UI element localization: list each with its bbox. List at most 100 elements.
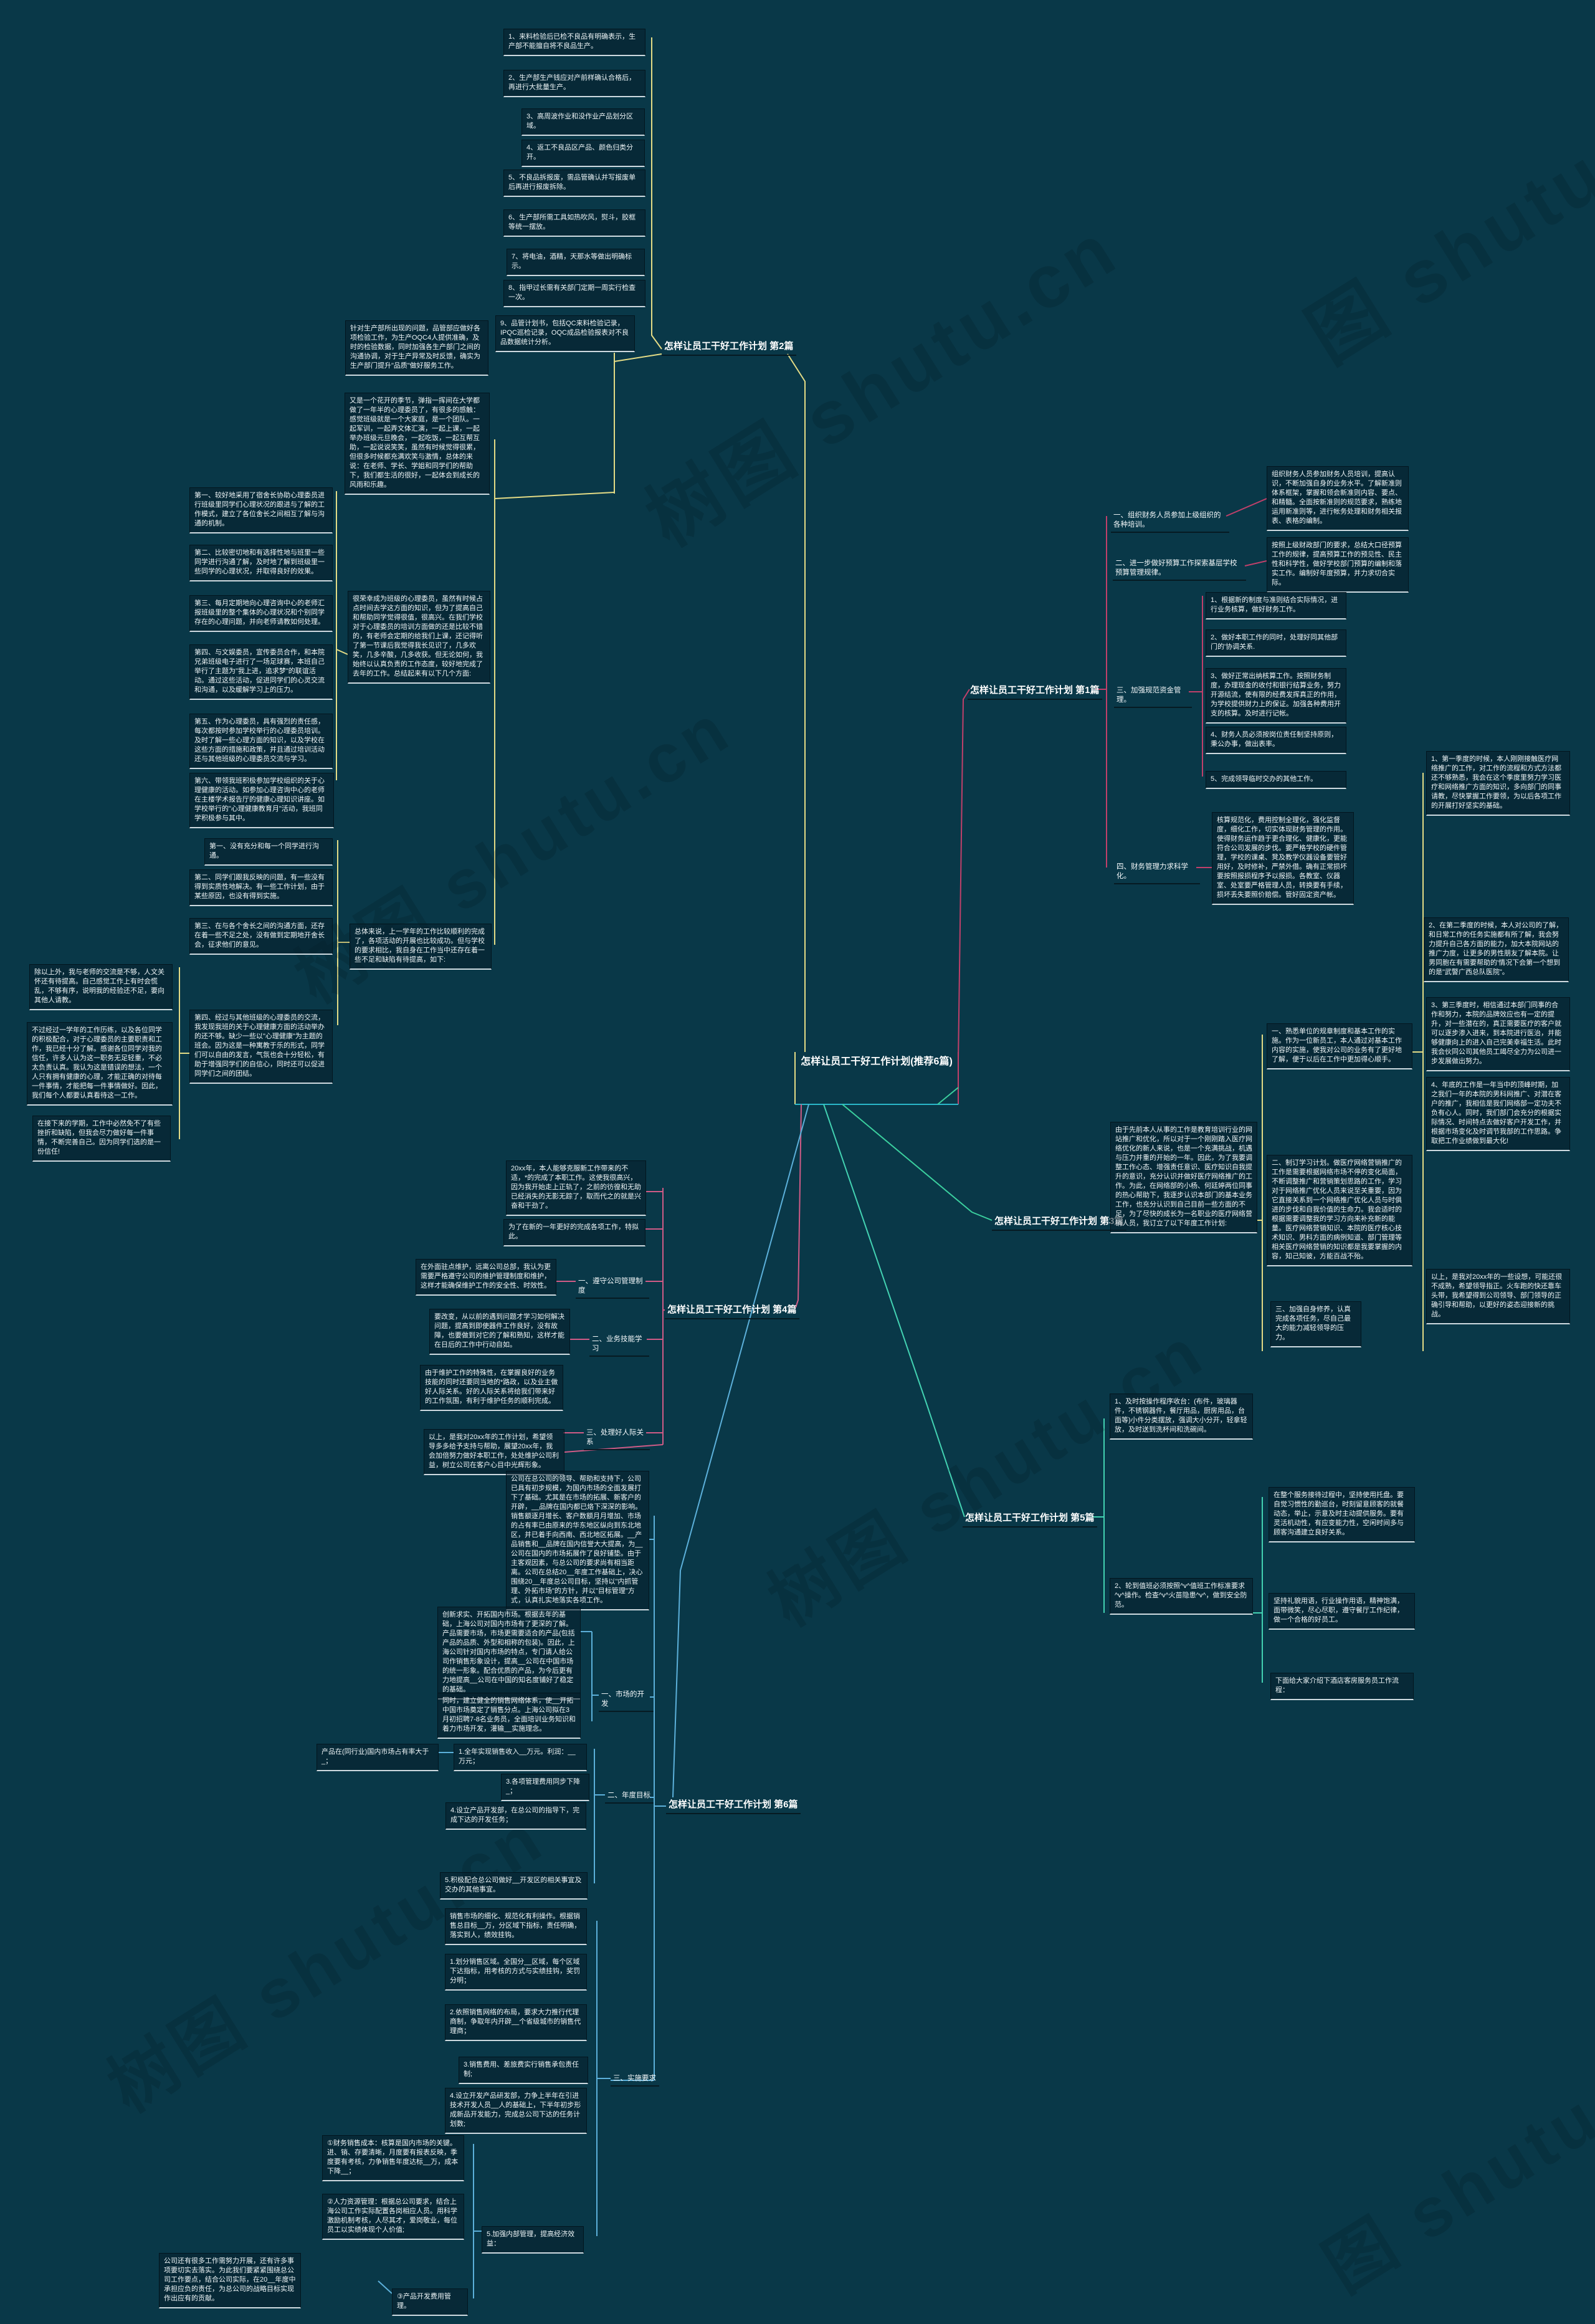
topic-node[interactable]: 二、制订学习计划。做医疗网络营销推广的工作是需要根据网络市场不停的变化局面，不断… — [1267, 1155, 1412, 1266]
topic-node[interactable]: 在整个服务接待过程中，坚持使用托盘。要自觉习惯性的勤巡台，时刻留意顾客的就餐动态… — [1269, 1487, 1415, 1542]
topic-node[interactable]: 下面给大家介绍下酒店客房服务员工作流程： — [1270, 1673, 1414, 1700]
topic-node[interactable]: 2、轮到值班必须按照^v^值班工作标准要求^v^操作。检查^v^火苗隐患^v^，… — [1110, 1578, 1253, 1615]
topic-node[interactable]: 公司还有很多工作需努力开展，还有许多事项要切实去落实。为此我们要紧紧围绕总公司工… — [159, 2253, 301, 2308]
topic-node[interactable]: 第一、较好地采用了宿舍长协助心理委员进行班级里同学们心理状况的跟进与了解的工作模… — [189, 487, 333, 533]
branch-title-6[interactable]: 怎样让员工干好工作计划 第6篇 — [666, 1797, 801, 1814]
topic-node[interactable]: 第一、没有充分和每一个同学进行沟通。 — [204, 838, 333, 866]
topic-node[interactable]: 1.全年实现销售收入__万元。利润：__万元； — [454, 1744, 587, 1771]
watermark: 树图 shutu.cn — [282, 689, 745, 1018]
topic-node[interactable]: 在接下来的学期，工作中必然免不了有些挫折和缺陷，但我会尽力做好每一件事情，不断完… — [32, 1116, 171, 1162]
topic-node[interactable]: 以上，是我对20xx年的工作计划，希望领导多多给予支持与帮助，展望20xx年，我… — [424, 1429, 564, 1475]
topic-node[interactable]: 很荣幸成为班级的心理委员，虽然有时候占点时间去学这方面的知识，但为了提高自己和帮… — [348, 591, 490, 684]
topic-node[interactable]: 三、实施要求 — [611, 2073, 659, 2087]
topic-node[interactable]: 核算规范化，费用控制全理化，强化监督度，细化工作，切实体现财务管理的作用。使得财… — [1212, 812, 1354, 905]
topic-node[interactable]: 在外面驻点维护，远离公司总部，我认为更需要严格遵守公司的维护管理制度和维护，这样… — [416, 1259, 556, 1296]
topic-node[interactable]: 二、业务技能学习 — [589, 1334, 649, 1357]
topic-node[interactable]: 第五、作为心理委员，具有强烈的责任感，每次都按时参加学校举行的心理委员培训。及时… — [189, 714, 333, 769]
topic-node[interactable]: ①财务销售成本：核算是国内市场的关键。进、销、存要清晰，月度要有报表反映，季度要… — [322, 2135, 464, 2181]
topic-node[interactable]: 同时，建立健全的销售网络体系，使__开拓中国市场奠定了销售分点。上海公司拟在3月… — [437, 1693, 581, 1739]
connector-line — [651, 37, 662, 350]
topic-node[interactable]: 要改变，从以前的遇到问题才学习如何解决问题，提高到即使器件工作良好，没有故障，也… — [429, 1309, 570, 1355]
topic-node[interactable]: 2、做好本职工作的同时，处理好同其他部门的'协调关系. — [1206, 629, 1346, 657]
topic-node[interactable]: 坚持礼貌用语，行业操作用语，精神饱满，面带微笑，尽心尽职，遵守餐厅工作纪律，做一… — [1269, 1593, 1415, 1630]
topic-node[interactable]: 1、根据新的制度与准则结合实际情况，进行业务核算，做好财务工作。 — [1206, 592, 1346, 619]
branch-title-5[interactable]: 怎样让员工干好工作计划 第5篇 — [963, 1511, 1097, 1528]
topic-node[interactable]: 为了在新的一年更好的完成各项工作，特拟此。 — [503, 1219, 645, 1246]
topic-node[interactable]: 5、完成领导临时交办的其他工作。 — [1206, 771, 1346, 789]
topic-node[interactable]: 1、第一季度的时候，本人刚刚接触医疗网络推广的工作，对工作的流程和方式方法都还不… — [1426, 751, 1570, 816]
connector-line — [336, 649, 348, 655]
topic-node[interactable]: 20xx年，本人能够克服新工作带来的不适，*的完成了本职工作。这使我很高兴，因为… — [506, 1160, 646, 1216]
topic-node[interactable]: 1、来料检验后已检不良品有明确表示，生产部不能擅自将不良品生产。 — [503, 29, 645, 56]
topic-node[interactable]: 3、第三季度时，相信通过本部门同事的合作和努力，本院的品牌效应也有一定的提升，对… — [1426, 997, 1570, 1071]
topic-node[interactable]: 6、生产部所需工具如热吹风，熨斗，胶框等统一摆放。 — [503, 209, 645, 237]
topic-node[interactable]: 2、在第二季度的时候，本人对公司的了解，和日常工作的任务实施都有所了解，我会努力… — [1424, 917, 1569, 982]
branch-title-4[interactable]: 怎样让员工干好工作计划 第4篇 — [665, 1303, 799, 1319]
topic-node[interactable]: 2、生产部生产钱应对产前样确认合格后，再进行大批量生产。 — [503, 70, 645, 97]
topic-node[interactable]: 2.依照销售网络的布局，要求大力推行代理商制，争取年内开辟__个省级城市的销售代… — [445, 2004, 587, 2041]
topic-node[interactable]: 3、高周波作业和没作业产品划分区域。 — [521, 108, 645, 136]
topic-node[interactable]: 由于维护工作的特殊性，在掌握良好的业务技能的同时还要同当地的*路政，以及业主做好… — [420, 1365, 563, 1411]
topic-node[interactable]: 按照上级财政部门的要求，总结大口径预算工作的规律，提高预算工作的预见性、民主性和… — [1267, 537, 1409, 593]
topic-node[interactable]: 一、市场的开发 — [599, 1689, 654, 1712]
connector-line — [937, 1087, 959, 1105]
connector-line — [842, 1104, 993, 1221]
topic-node[interactable]: 第二、比较密切地和有选择性地与班里一些同学进行沟通了解，及时地了解到班级里一些同… — [189, 545, 333, 581]
topic-node[interactable]: 产品在(同行业)国内市场占有率大于_； — [317, 1744, 439, 1771]
topic-node[interactable]: 5、不良品拆报废，需品管确认并写报废单后再进行报废拆除。 — [503, 170, 645, 197]
topic-node[interactable]: 1.划分销售区域。全国分__区域，每个区域下达指标，用考核的方式与实绩挂钩，奖罚… — [445, 1954, 587, 1991]
connector-line — [1244, 560, 1267, 567]
topic-node[interactable]: 一、遵守公司管理制度 — [576, 1276, 649, 1299]
topic-node[interactable]: ③产品开发费用管理。 — [392, 2288, 468, 2316]
topic-node[interactable]: 总体来说，上一学年的工作比较顺利的完成了，各项活动的开展也比较成功。但与学校的要… — [350, 924, 492, 970]
topic-node[interactable]: 除以上外，我与老师的交流是不够，人文关怀还有待提高。自己感觉工作上有时会慌乱，不… — [29, 964, 173, 1010]
topic-node[interactable]: 公司在总公司的领导、帮助和支持下，公司已具有初步规模，为国内市场的全面发展打下了… — [506, 1471, 649, 1610]
topic-node[interactable]: 4.设立开发产品研发部，力争上半年在引进技术开发人员__人的基础上，下半年初步形… — [445, 2088, 587, 2134]
topic-node[interactable]: 二、年度目标 — [605, 1790, 654, 1804]
topic-node[interactable]: 销售市场的细化、规范化有利操作。根据销售总目标__万，分区域下指标，责任明确，落… — [445, 1908, 587, 1945]
topic-node[interactable]: 4.设立产品开发部，在总公司的指导下，完成下达的开发任务； — [445, 1802, 586, 1830]
topic-node[interactable]: 一、熟悉单位的规章制度和基本工作的实施。作为一位新员工，本人通过对基本工作内容的… — [1267, 1023, 1412, 1069]
topic-node[interactable]: 3.销售费用、差旅费实行销售承包责任制; — [459, 2057, 588, 2084]
topic-node[interactable]: 不过经过一学年的工作历练，以及各位同学的积极配合，对于心理委员的主要职责和工作，… — [27, 1022, 173, 1106]
topic-node[interactable]: 二、进一步做好预算工作探索基层学校预算管理规律。 — [1113, 558, 1246, 581]
topic-node[interactable]: 第四、与文娱委员，宣传委员合作，和本院兄弟班级电子进行了一场足球赛，本班自己举行… — [189, 644, 333, 700]
topic-node[interactable]: ②人力资源管理：根据总公司要求，结合上海公司工作实际配置各岗相应人员。用科学激励… — [322, 2194, 464, 2240]
topic-node[interactable]: 3.各项管理费用同步下降_； — [501, 1774, 589, 1801]
topic-node[interactable]: 第三、在与各个舍长之间的沟通方面，还存在着一些不足之处，没有做到定期地开舍长会，… — [189, 918, 333, 955]
branch-title-1[interactable]: 怎样让员工干好工作计划 第2篇 — [662, 339, 796, 356]
branch-title-2[interactable]: 怎样让员工干好工作计划 第1篇 — [968, 683, 1102, 700]
topic-node[interactable]: 3、做好正常出纳核算工作。按照财务制度，办理现金的收付和银行结算业务，努力开源结… — [1206, 668, 1346, 724]
topic-node[interactable]: 四、财务管理力求科学化。 — [1114, 861, 1200, 884]
topic-node[interactable]: 一、组织财务人员参加上级组织的各种培训。 — [1111, 510, 1229, 533]
topic-node[interactable]: 三、加强自身修养，认真完成各项任务，尽自己最大的能力减轻领导的压力。 — [1270, 1301, 1361, 1347]
topic-node[interactable]: 1、及时按操作程序收台：(布件，玻璃器件，不锈钢器件，餐厅用品，厨房用品，台面等… — [1110, 1394, 1253, 1440]
topic-node[interactable]: 8、指甲过长需有关部门定期一周实行检查一次。 — [503, 280, 645, 307]
watermark: 树图 shutu.cn — [632, 206, 1133, 562]
topic-node[interactable]: 5.加强内部管理，提高经济效益： — [482, 2226, 584, 2254]
topic-node[interactable]: 第二、同学们跟我反映的问题，有一些没有得到实质性地解决。有一些工作计划，由于某些… — [189, 869, 333, 906]
topic-node[interactable]: 创新求实、开拓国内市场。根据去年的基础，上海公司对国内市场有了更深的了解。产品需… — [437, 1607, 581, 1700]
topic-node[interactable]: 第四、经过与其他班级的心理委员的交流，我发现我班的关于心理健康方面的活动举办的还… — [189, 1010, 333, 1084]
topic-node[interactable]: 5.积极配合总公司做好__开发区的相关事宜及交办的其他事宜。 — [440, 1872, 588, 1900]
topic-node[interactable]: 以上，是我对20xx年的一些设想，可能还很不成熟，希望领导指正。火车跑的快还靠车… — [1426, 1269, 1570, 1324]
connector-line — [494, 492, 615, 499]
topic-node[interactable]: 三、加强规范资金管理。 — [1114, 685, 1192, 708]
topic-node[interactable]: 7、将电油，酒精，天那水等做出明确标示。 — [507, 249, 645, 276]
topic-node[interactable]: 针对生产部所出现的问题，品管部应做好各项检验工作，为生产OQC4人提供准确，及时… — [345, 320, 488, 376]
topic-node[interactable]: 9、品管计划书，包括QC来料检验记录，IPQC巡检记录，OQC成品检验报表对不良… — [495, 315, 635, 352]
central-topic[interactable]: 怎样让员工干好工作计划(推荐6篇) — [801, 1056, 953, 1067]
topic-node[interactable]: 三、处理好人际关系 — [584, 1427, 650, 1450]
topic-node[interactable]: 4、返工不良品区产品、颜色归类分开。 — [521, 140, 645, 167]
topic-node[interactable]: 组织财务人员参加财务人员培训，提高认识，不断加强自身的业务水平。了解新准则体系框… — [1267, 466, 1409, 531]
connector-line — [614, 353, 662, 362]
connector-line — [958, 689, 970, 1061]
topic-node[interactable]: 由于先前本人从事的工作是教育培训行业的网站推广和优化，所以对于一个刚刚踏入医疗网… — [1110, 1122, 1257, 1233]
topic-node[interactable]: 4、财务人员必须按岗位责任制坚持原则，秉公办事，做出表率。 — [1206, 727, 1346, 754]
branch-title-3[interactable]: 怎样让员工干好工作计划 第3篇 — [992, 1214, 1126, 1231]
topic-node[interactable]: 又是一个花开的季节，弹指一挥间在大学都做了一年半的心理委员了，有很多的感触：感觉… — [345, 393, 490, 495]
topic-node[interactable]: 第六、带领我班积极参加学校组织的关于心理健康的活动。如参加心理咨询中心的老师在主… — [189, 773, 334, 828]
topic-node[interactable]: 4、年底的工作是一年当中的顶峰时期，加之我们一年的本院的男科网推广、对潜在客户的… — [1426, 1077, 1570, 1151]
topic-node[interactable]: 第三、每月定期地向心理咨询中心的老师汇报班级里的整个集体的心理状况和个别同学存在… — [189, 595, 333, 632]
